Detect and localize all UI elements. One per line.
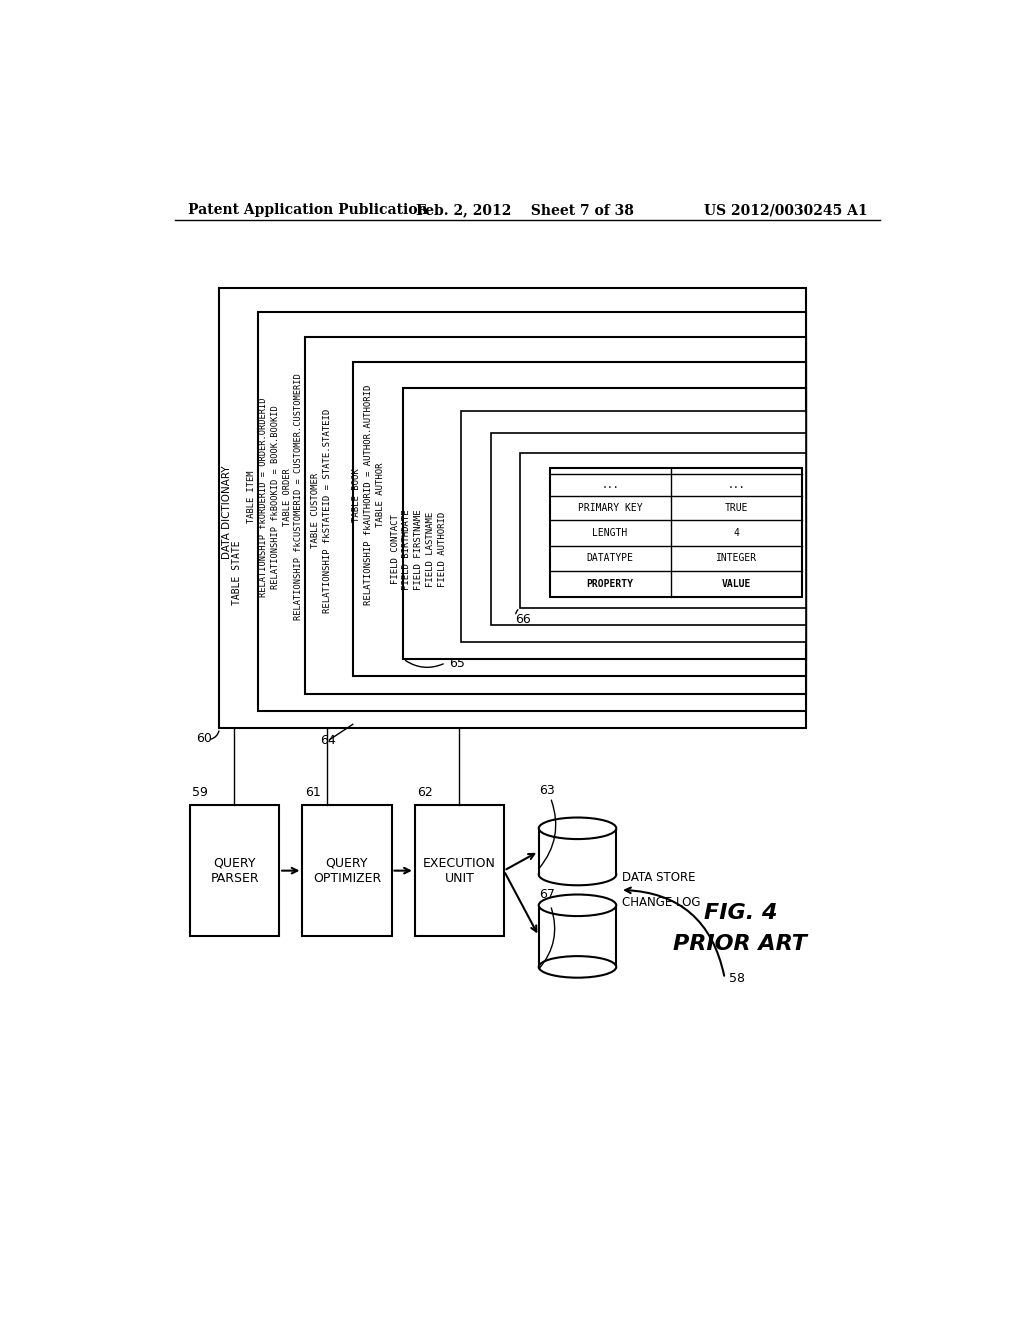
Text: DATATYPE: DATATYPE	[587, 553, 634, 564]
Text: TABLE STATE: TABLE STATE	[231, 540, 242, 605]
Text: 4: 4	[733, 528, 739, 539]
Text: 65: 65	[450, 657, 466, 671]
Text: US 2012/0030245 A1: US 2012/0030245 A1	[705, 203, 868, 216]
Polygon shape	[258, 313, 806, 711]
Polygon shape	[539, 829, 616, 874]
Text: 62: 62	[417, 785, 433, 799]
Text: DATA DICTIONARY: DATA DICTIONARY	[222, 466, 232, 560]
Ellipse shape	[539, 817, 616, 840]
Text: 67: 67	[539, 888, 555, 902]
Polygon shape	[352, 363, 806, 676]
Text: TABLE BOOK
RELATIONSHIP fkAUTHORID = AUTHOR.AUTHORID
TABLE AUTHOR: TABLE BOOK RELATIONSHIP fkAUTHORID = AUT…	[352, 384, 385, 605]
Text: QUERY
OPTIMIZER: QUERY OPTIMIZER	[312, 857, 381, 884]
Text: PROPERTY: PROPERTY	[587, 579, 634, 589]
Ellipse shape	[539, 956, 616, 978]
Text: 63: 63	[539, 784, 555, 797]
Text: 58: 58	[729, 972, 744, 985]
Text: DATA STORE: DATA STORE	[623, 871, 696, 883]
Text: FIELD CONTACT
FIELD BIRTHDATE
FIELD FIRSTNAME
FIELD LASTNAME
FIELD AUTHORID: FIELD CONTACT FIELD BIRTHDATE FIELD FIRS…	[390, 510, 446, 590]
Polygon shape	[190, 805, 280, 936]
Text: Patent Application Publication: Patent Application Publication	[188, 203, 428, 216]
Text: PRIOR ART: PRIOR ART	[674, 933, 807, 954]
Text: ...: ...	[601, 480, 618, 490]
Text: 61: 61	[305, 785, 321, 799]
Ellipse shape	[539, 895, 616, 916]
Text: Feb. 2, 2012    Sheet 7 of 38: Feb. 2, 2012 Sheet 7 of 38	[416, 203, 634, 216]
Polygon shape	[305, 337, 806, 693]
Text: TABLE CUSTOMER
RELATIONSHIP fkSTATEID = STATE.STATEID: TABLE CUSTOMER RELATIONSHIP fkSTATEID = …	[311, 408, 332, 612]
Text: CHANGE LOG: CHANGE LOG	[623, 896, 701, 909]
Text: TRUE: TRUE	[725, 503, 749, 513]
Polygon shape	[219, 288, 806, 729]
Text: ...: ...	[728, 480, 745, 490]
Polygon shape	[461, 411, 806, 642]
Text: 59: 59	[193, 785, 208, 799]
Text: FIG. 4: FIG. 4	[703, 903, 777, 923]
Polygon shape	[302, 805, 391, 936]
Text: 66: 66	[515, 612, 531, 626]
Text: INTEGER: INTEGER	[716, 553, 757, 564]
Text: QUERY
PARSER: QUERY PARSER	[210, 857, 259, 884]
Polygon shape	[415, 805, 504, 936]
Polygon shape	[490, 433, 806, 626]
Polygon shape	[403, 388, 806, 659]
Text: EXECUTION
UNIT: EXECUTION UNIT	[423, 857, 496, 884]
Text: LENGTH: LENGTH	[593, 528, 628, 539]
Text: VALUE: VALUE	[722, 579, 751, 589]
Polygon shape	[520, 453, 806, 609]
Text: PRIMARY KEY: PRIMARY KEY	[578, 503, 642, 513]
Polygon shape	[539, 906, 616, 966]
Polygon shape	[550, 469, 802, 597]
Text: 60: 60	[197, 733, 212, 744]
Text: TABLE ITEM
RELATIONSHIP fkORDERID = ORDER.ORDERID
RELATIONSHIP fkBOOKID = BOOK.B: TABLE ITEM RELATIONSHIP fkORDERID = ORDE…	[247, 374, 303, 620]
Text: 64: 64	[321, 734, 336, 747]
